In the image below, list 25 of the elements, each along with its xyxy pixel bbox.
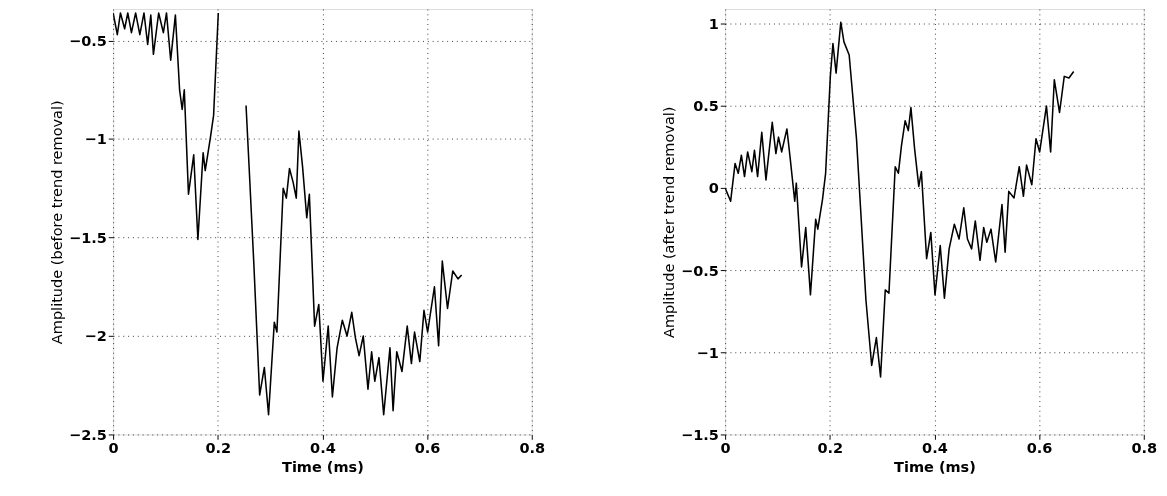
x-tick-label: 0.2 <box>817 440 844 457</box>
y-tick-label: −0.5 <box>68 32 107 49</box>
x-tick-label: 0.6 <box>1026 440 1053 457</box>
x-axis-title: Time (ms) <box>282 458 364 475</box>
x-tick-label: 0 <box>108 440 119 457</box>
y-tick-label: 0.5 <box>693 98 719 115</box>
y-axis-title: Amplitude (after trend removal) <box>661 106 678 338</box>
x-tick-label: 0.6 <box>414 440 441 457</box>
y-tick-label: −2.5 <box>68 426 107 443</box>
y-tick-label: 1 <box>708 16 719 33</box>
x-tick-label: 0.8 <box>1131 440 1158 457</box>
y-tick-label: −1 <box>84 131 107 148</box>
y-axis-title: Amplitude (before trend removal) <box>49 100 66 345</box>
x-tick-label: 0.4 <box>310 440 336 457</box>
y-tick-label: −0.5 <box>681 262 719 279</box>
y-tick-label: −1.5 <box>681 426 719 443</box>
y-tick-label: −1 <box>696 344 719 361</box>
y-tick-label: −1.5 <box>68 229 107 246</box>
x-axis-title: Time (ms) <box>894 458 976 475</box>
x-tick-label: 0.2 <box>205 440 232 457</box>
y-tick-label: 0 <box>708 180 719 197</box>
x-tick-label: 0.4 <box>922 440 948 457</box>
x-tick-label: 0 <box>720 440 731 457</box>
y-tick-label: −2 <box>84 328 107 345</box>
x-tick-label: 0.8 <box>519 440 546 457</box>
